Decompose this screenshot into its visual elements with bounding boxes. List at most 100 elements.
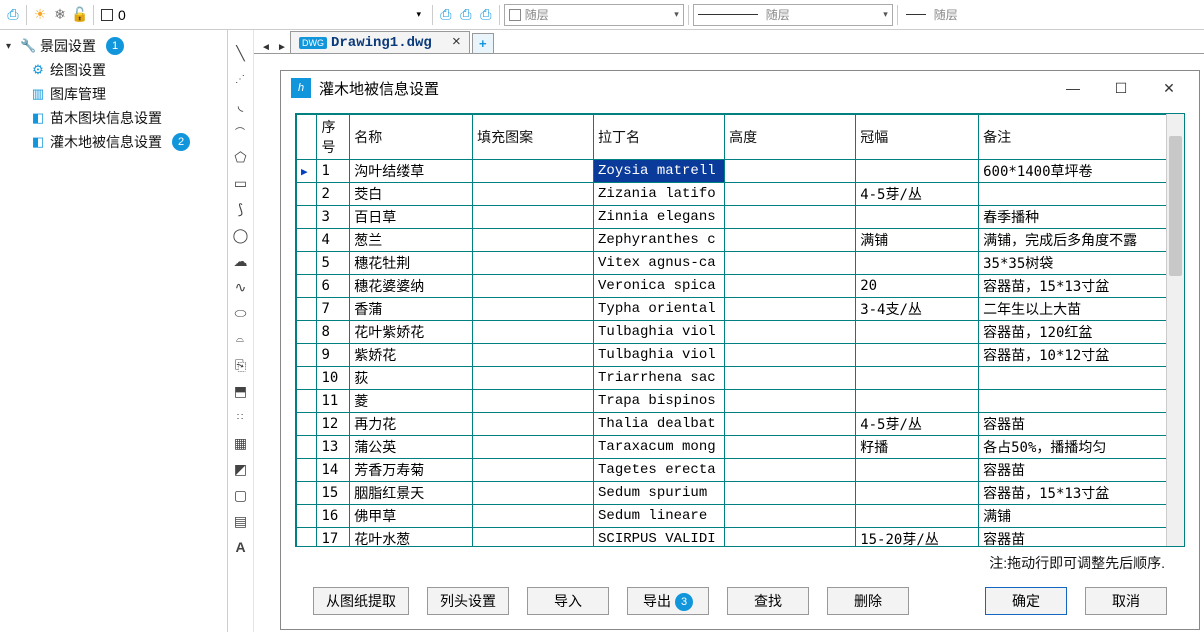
extract-button[interactable]: 从图纸提取 <box>313 587 409 615</box>
cell[interactable]: 籽播 <box>856 436 979 459</box>
cell[interactable] <box>725 321 856 344</box>
cell[interactable] <box>297 390 317 413</box>
cell[interactable]: 13 <box>317 436 350 459</box>
cell[interactable]: 再力花 <box>350 413 473 436</box>
gradient-tool-icon[interactable]: ◩ <box>230 458 252 480</box>
cell[interactable] <box>473 413 594 436</box>
spline-tool-icon[interactable]: ∿ <box>230 276 252 298</box>
cell[interactable]: 百日草 <box>350 206 473 229</box>
cell[interactable]: 花叶紫娇花 <box>350 321 473 344</box>
cell[interactable] <box>473 390 594 413</box>
minimize-button[interactable]: — <box>1053 74 1093 102</box>
col-header[interactable] <box>297 115 317 160</box>
cell[interactable]: Tagetes erecta <box>594 459 725 482</box>
cell[interactable]: Taraxacum mong <box>594 436 725 459</box>
sun-icon[interactable]: ☀ <box>31 6 49 24</box>
cell[interactable] <box>297 505 317 528</box>
cell[interactable] <box>856 390 979 413</box>
block-tool-icon[interactable]: ⎘ <box>230 354 252 376</box>
cell[interactable]: 5 <box>317 252 350 275</box>
table-row[interactable]: 6穗花婆婆纳Veronica spica20容器苗，15*13寸盆 <box>297 275 1184 298</box>
cell[interactable]: 4 <box>317 229 350 252</box>
import-button[interactable]: 导入 <box>527 587 609 615</box>
cell[interactable]: Vitex agnus-ca <box>594 252 725 275</box>
table-row[interactable]: 10荻Triarrhena sac <box>297 367 1184 390</box>
cell[interactable] <box>725 183 856 206</box>
tab-prev-icon[interactable]: ◄ <box>258 42 274 53</box>
cell[interactable]: 14 <box>317 459 350 482</box>
cell[interactable]: 容器苗，10*12寸盆 <box>979 344 1184 367</box>
col-header[interactable]: 名称 <box>350 115 473 160</box>
cell[interactable] <box>297 482 317 505</box>
cell[interactable]: Typha oriental <box>594 298 725 321</box>
table-row[interactable]: 11菱Trapa bispinos <box>297 390 1184 413</box>
cell[interactable]: 17 <box>317 528 350 548</box>
cell[interactable]: 容器苗，15*13寸盆 <box>979 482 1184 505</box>
cell[interactable] <box>725 275 856 298</box>
cell[interactable]: 15 <box>317 482 350 505</box>
polygon-tool-icon[interactable]: ⬠ <box>230 146 252 168</box>
cell[interactable]: Trapa bispinos <box>594 390 725 413</box>
cell[interactable] <box>856 160 979 183</box>
square-icon[interactable] <box>98 6 116 24</box>
cell[interactable]: 600*1400草坪卷 <box>979 160 1184 183</box>
cell[interactable] <box>725 390 856 413</box>
cell[interactable] <box>473 183 594 206</box>
cell[interactable]: Zinnia elegans <box>594 206 725 229</box>
table-row[interactable]: 7香蒲Typha oriental3-4支/丛二年生以上大苗 <box>297 298 1184 321</box>
cell[interactable]: Triarrhena sac <box>594 367 725 390</box>
cell[interactable]: 二年生以上大苗 <box>979 298 1184 321</box>
cell[interactable] <box>725 459 856 482</box>
cell[interactable]: 4-5芽/丛 <box>856 413 979 436</box>
cell[interactable]: 6 <box>317 275 350 298</box>
cell[interactable] <box>473 459 594 482</box>
cell[interactable]: 容器苗，120红盆 <box>979 321 1184 344</box>
table-row[interactable]: 17花叶水葱SCIRPUS VALIDI15-20芽/丛容器苗 <box>297 528 1184 548</box>
cell[interactable] <box>725 344 856 367</box>
table-row[interactable]: 14芳香万寿菊Tagetes erecta容器苗 <box>297 459 1184 482</box>
ok-button[interactable]: 确定 <box>985 587 1067 615</box>
vertical-scrollbar[interactable] <box>1166 114 1184 546</box>
ellipse-arc-icon[interactable]: ⌓ <box>230 328 252 350</box>
cell[interactable] <box>297 252 317 275</box>
point-tool-icon[interactable]: ∷ <box>230 406 252 428</box>
cell[interactable] <box>979 183 1184 206</box>
table-row[interactable]: 9紫娇花Tulbaghia viol容器苗，10*12寸盆 <box>297 344 1184 367</box>
cell[interactable] <box>297 183 317 206</box>
cell[interactable]: 35*35树袋 <box>979 252 1184 275</box>
arc2-tool-icon[interactable]: ⌒ <box>230 120 252 142</box>
cell[interactable] <box>473 482 594 505</box>
cell[interactable]: Zizania latifo <box>594 183 725 206</box>
cell[interactable] <box>473 275 594 298</box>
cancel-button[interactable]: 取消 <box>1085 587 1167 615</box>
text-tool-icon[interactable]: A <box>230 536 252 558</box>
cell[interactable] <box>725 160 856 183</box>
rect-tool-icon[interactable]: ▭ <box>230 172 252 194</box>
tab-close-icon[interactable]: × <box>452 34 461 51</box>
cell[interactable]: 20 <box>856 275 979 298</box>
cell[interactable] <box>297 206 317 229</box>
cell[interactable]: 葱兰 <box>350 229 473 252</box>
cell[interactable]: 2 <box>317 183 350 206</box>
cell[interactable] <box>297 229 317 252</box>
cell[interactable] <box>856 459 979 482</box>
col-header[interactable]: 高度 <box>725 115 856 160</box>
cell[interactable]: 16 <box>317 505 350 528</box>
cell[interactable] <box>297 528 317 548</box>
lock-icon[interactable]: 🔓 <box>71 6 89 24</box>
tree-item-4[interactable]: ◧灌木地被信息设置2 <box>0 130 227 154</box>
cell[interactable]: ▶ <box>297 160 317 183</box>
cell[interactable]: 穗花牡荆 <box>350 252 473 275</box>
cell[interactable] <box>297 344 317 367</box>
cell[interactable]: 菱 <box>350 390 473 413</box>
table-tool-icon[interactable]: ▤ <box>230 510 252 532</box>
cell[interactable] <box>297 321 317 344</box>
table-row[interactable]: 2茭白Zizania latifo4-5芽/丛 <box>297 183 1184 206</box>
cell[interactable]: Sedum spurium <box>594 482 725 505</box>
cell[interactable] <box>856 344 979 367</box>
cell[interactable]: 15-20芽/丛 <box>856 528 979 548</box>
cell[interactable] <box>297 298 317 321</box>
cell[interactable]: 紫娇花 <box>350 344 473 367</box>
cell[interactable]: 3-4支/丛 <box>856 298 979 321</box>
col-header[interactable]: 序号 <box>317 115 350 160</box>
